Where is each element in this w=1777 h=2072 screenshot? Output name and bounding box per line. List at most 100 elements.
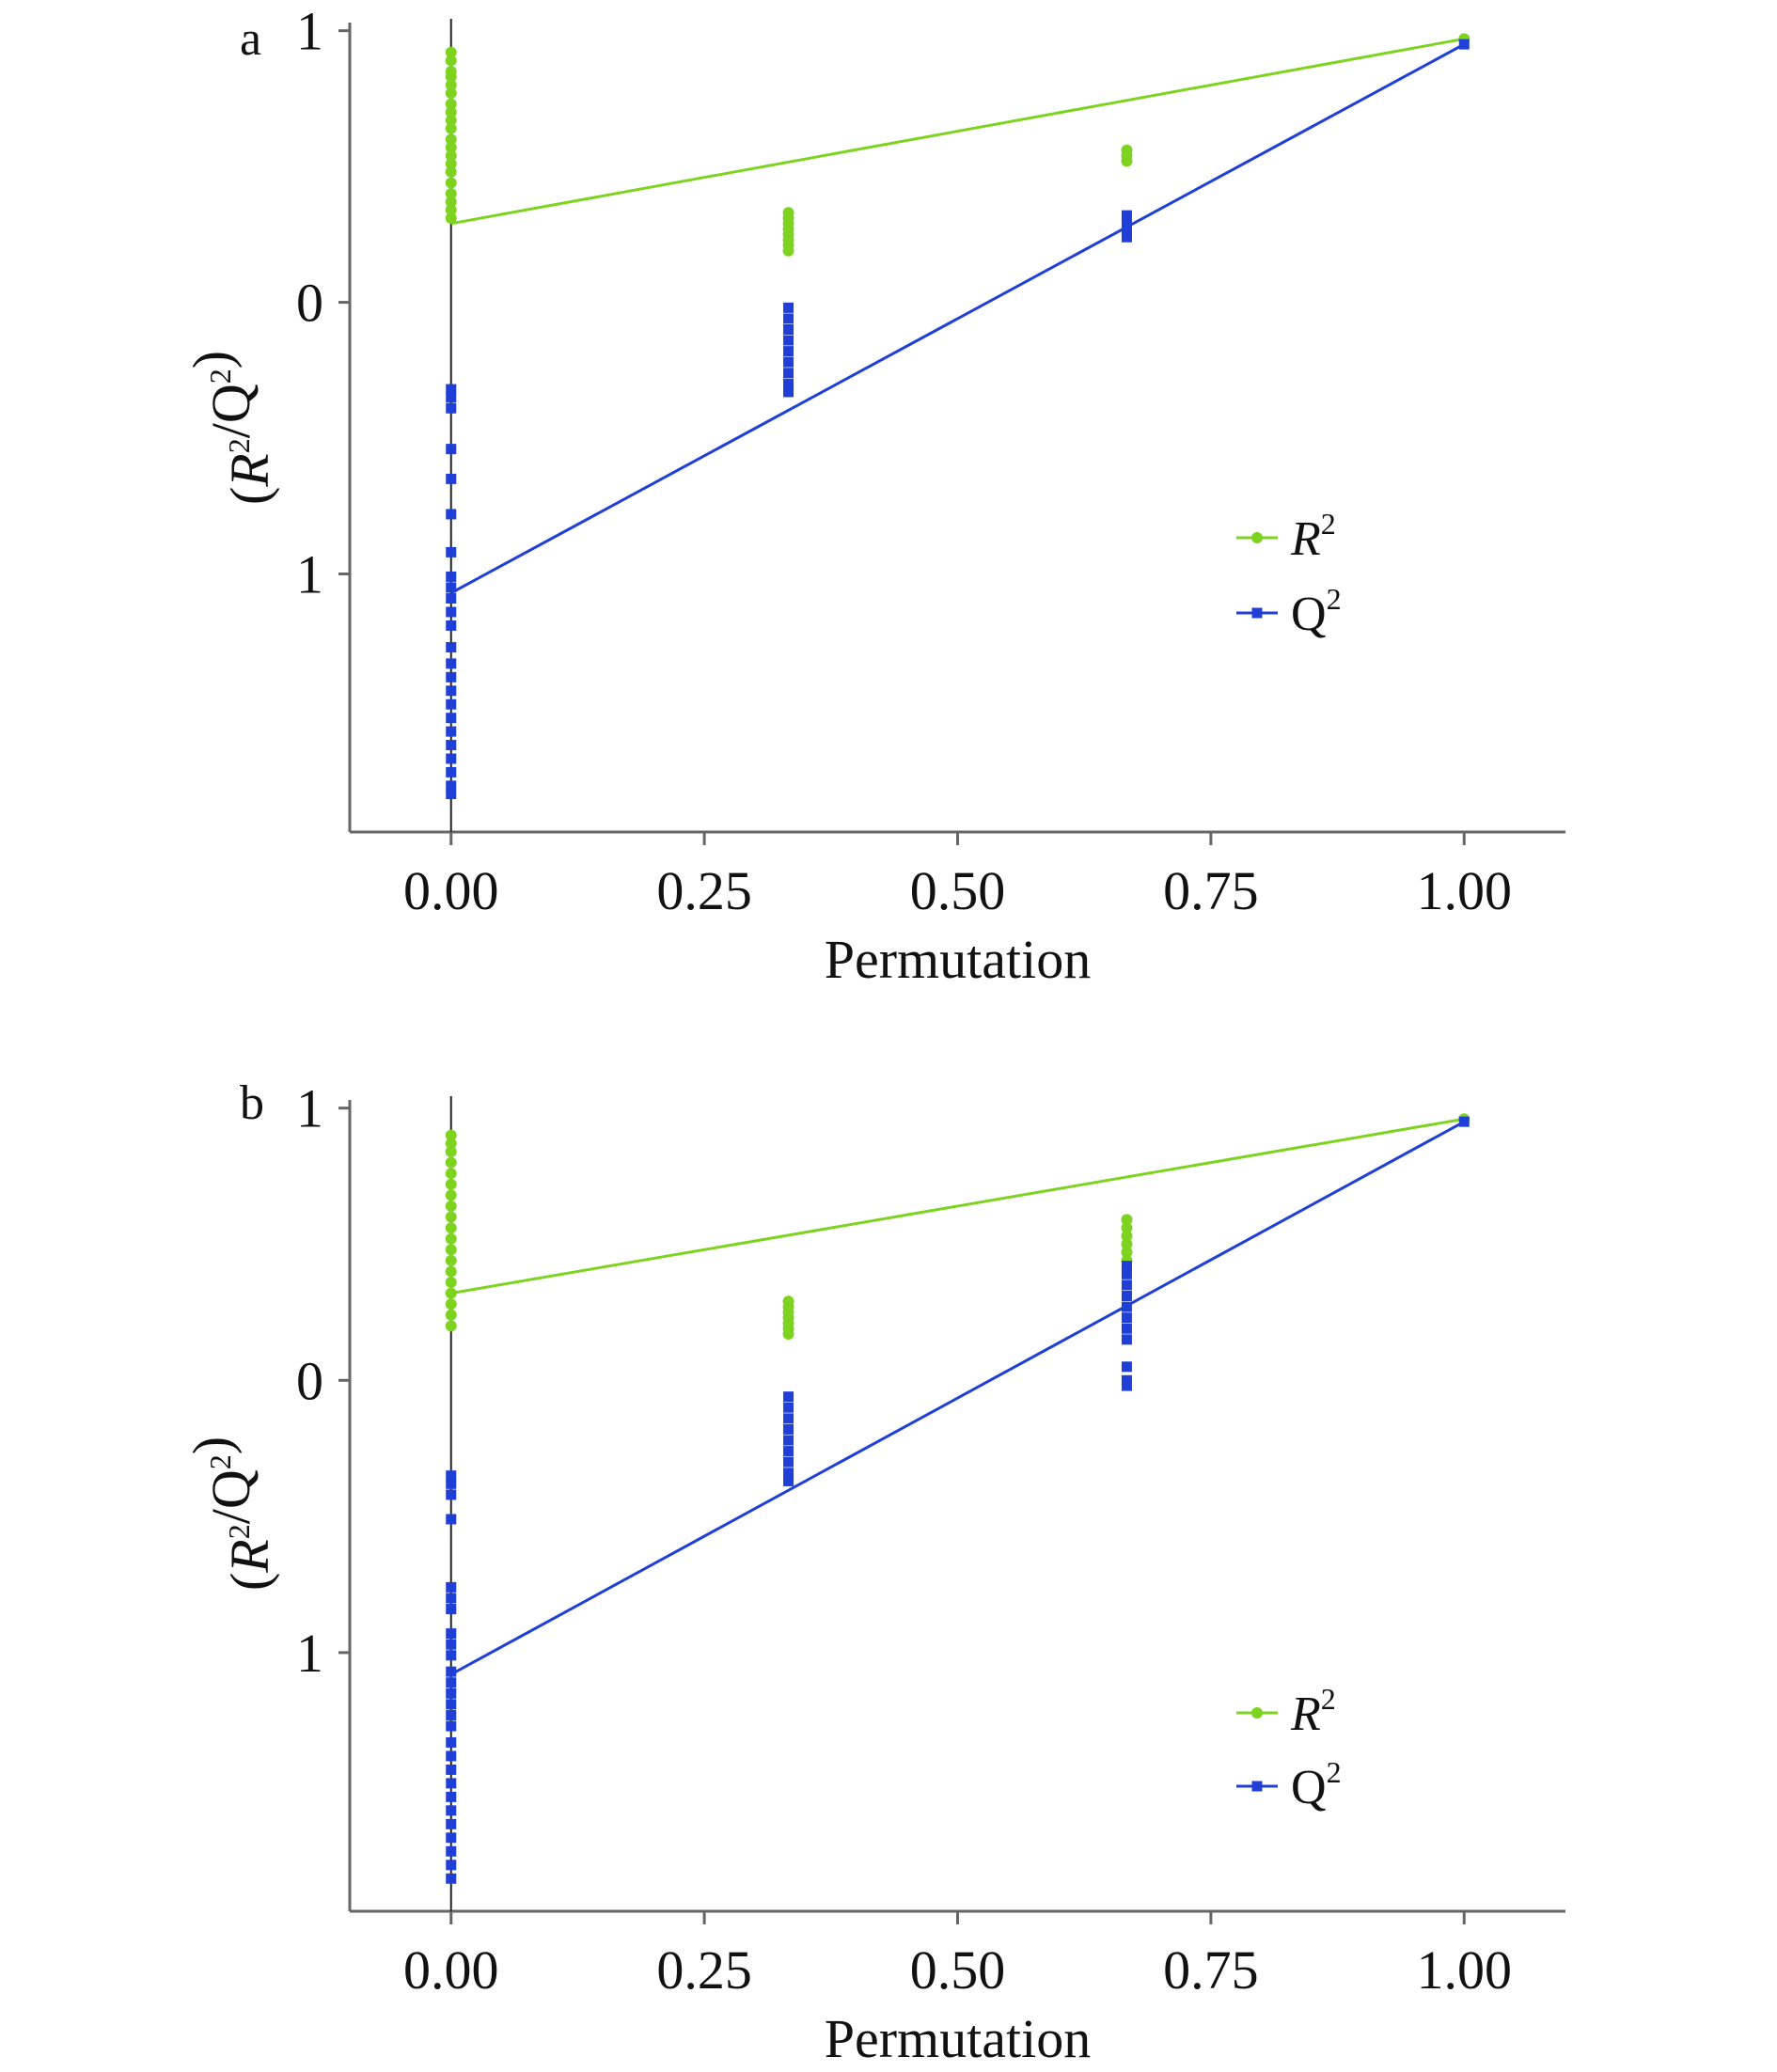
legend-swatch-marker <box>1251 1707 1263 1719</box>
r2-point <box>445 1232 457 1245</box>
x-tick-label: 0.75 <box>1163 860 1259 921</box>
q2-point <box>446 392 457 403</box>
x-tick-label: 0.50 <box>910 860 1006 921</box>
q2-point <box>446 789 457 800</box>
q2-point <box>446 509 457 520</box>
q2-point <box>783 1413 794 1424</box>
q2-point <box>1121 1380 1132 1391</box>
legend-item-q2: Q2 <box>1236 1755 1342 1814</box>
q2-point <box>446 753 457 764</box>
q2-point <box>1121 1312 1132 1324</box>
q2-point <box>783 1456 794 1468</box>
q2-point <box>1121 1268 1132 1279</box>
q2-point <box>446 402 457 414</box>
r2-point <box>445 98 457 110</box>
legend-label: Q2 <box>1291 1755 1342 1814</box>
q2-point <box>783 335 794 346</box>
r2-point <box>445 1138 457 1150</box>
q2-point <box>783 346 794 357</box>
q2-regression-line <box>450 42 1465 595</box>
r2-point <box>1121 1214 1133 1226</box>
legend-swatch-marker <box>1251 1781 1263 1792</box>
r2-point <box>445 1277 457 1289</box>
q2-point <box>783 313 794 324</box>
q2-point <box>446 658 457 669</box>
r2-point <box>445 71 457 83</box>
q2-point <box>1121 231 1132 243</box>
r2-regression-line <box>450 37 1465 226</box>
r2-point <box>445 188 457 200</box>
r2-point <box>445 177 457 189</box>
q2-point <box>1121 1323 1132 1334</box>
q2-point <box>446 1489 457 1500</box>
q2-point <box>446 1750 457 1762</box>
r2-point <box>782 1328 794 1341</box>
r2-point <box>1121 1238 1133 1250</box>
x-axis-title: Permutation <box>825 929 1092 990</box>
r2-point <box>445 79 457 91</box>
r2-point <box>445 1189 457 1201</box>
legend-item-r2: R2 <box>1236 1682 1336 1741</box>
q2-point <box>446 1805 457 1816</box>
q2-point <box>783 1468 794 1479</box>
q2-point <box>446 1628 457 1640</box>
q2-point <box>446 384 457 395</box>
q2-point <box>446 473 457 484</box>
r2-point <box>445 55 457 67</box>
q2-point <box>446 1593 457 1604</box>
r2-point <box>445 1156 457 1169</box>
q2-point <box>446 546 457 557</box>
r2-point <box>782 244 794 257</box>
r2-point <box>445 1222 457 1234</box>
q2-point <box>1121 210 1132 221</box>
q2-point <box>446 1764 457 1775</box>
q2-point <box>446 571 457 582</box>
x-tick-label: 0.50 <box>910 1939 1006 2001</box>
y-tick-label: 1 <box>296 544 323 605</box>
y-axis-title: (R2/Q2) <box>181 1436 280 1591</box>
r2-point <box>445 1200 457 1212</box>
q2-point <box>1458 39 1470 50</box>
legend-label: Q2 <box>1291 582 1342 641</box>
q2-point <box>1121 1301 1132 1312</box>
q2-point <box>446 1845 457 1857</box>
q2-point <box>1121 1361 1132 1373</box>
legend-item-r2: R2 <box>1236 507 1336 566</box>
q2-point <box>1121 1279 1132 1291</box>
q2-point <box>446 642 457 653</box>
r2-point <box>445 1178 457 1190</box>
q2-point <box>1121 218 1132 229</box>
q2-point <box>1121 1334 1132 1345</box>
q2-point <box>783 1446 794 1457</box>
panel-label: a <box>240 12 261 66</box>
q2-regression-line <box>450 1120 1465 1676</box>
legend-label: R2 <box>1290 1682 1336 1741</box>
r2-point <box>445 1309 457 1321</box>
r2-point <box>445 1129 457 1141</box>
r2-point <box>445 106 457 118</box>
y-tick-label: 1 <box>296 1623 323 1684</box>
r2-point <box>445 149 457 162</box>
q2-point <box>783 356 794 368</box>
q2-point <box>446 1791 457 1802</box>
r2-point <box>445 1287 457 1299</box>
y-axis-title: (R2/Q2) <box>181 351 280 505</box>
r2-point <box>1121 1230 1133 1242</box>
q2-point <box>446 620 457 631</box>
legend-item-q2: Q2 <box>1236 582 1342 641</box>
q2-point <box>446 1736 457 1748</box>
r2-point <box>445 1254 457 1266</box>
r2-point <box>445 1320 457 1332</box>
r2-point <box>445 141 457 153</box>
y-tick-label: 1 <box>296 1 323 62</box>
q2-point <box>446 1687 457 1699</box>
r2-point <box>445 1298 457 1311</box>
legend-swatch-marker <box>1251 607 1263 619</box>
y-tick-label: 0 <box>296 273 323 334</box>
q2-point <box>446 713 457 724</box>
r2-point <box>445 122 457 134</box>
q2-point <box>783 386 794 398</box>
y-tick-label: 1 <box>296 1078 323 1139</box>
q2-point <box>1121 1261 1132 1272</box>
q2-point <box>783 1475 794 1486</box>
